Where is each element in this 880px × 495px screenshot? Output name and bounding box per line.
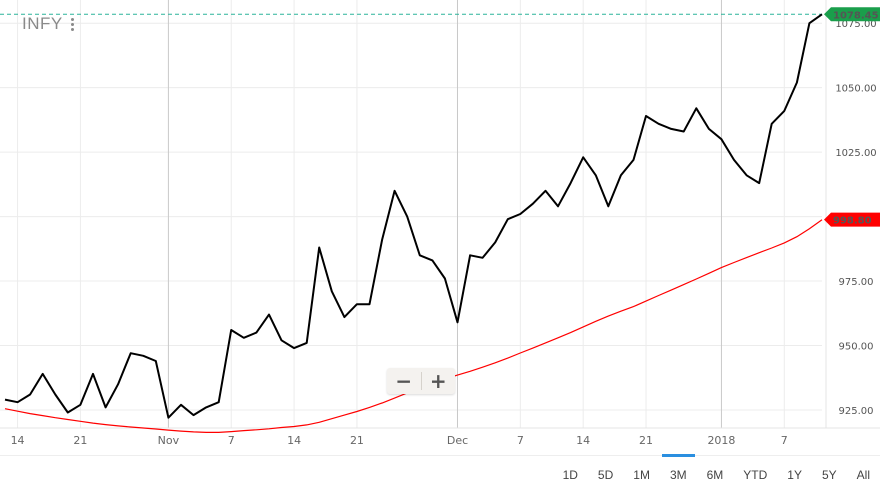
range-tab-1d[interactable]: 1D	[562, 468, 578, 482]
y-tick-label: 925.00	[839, 406, 874, 417]
y-tick-label: 975.00	[839, 277, 874, 288]
range-tab-5y[interactable]: 5Y	[821, 468, 837, 482]
x-tick-label: 21	[639, 434, 653, 447]
badge-shape	[824, 7, 880, 22]
moving-average-line	[4, 219, 823, 433]
range-tab-1m[interactable]: 1M	[633, 468, 650, 482]
y-tick-label: 1025.00	[835, 148, 876, 159]
range-tab-5d[interactable]: 5D	[597, 468, 614, 482]
price-line[interactable]	[4, 13, 823, 419]
y-tick-label: 1075.00	[835, 19, 876, 30]
y-tick-label: 1050.00	[835, 84, 876, 95]
y-tick-label: 950.00	[839, 341, 874, 352]
range-tabs: 1D 5D 1M 3M 6M YTD 1Y 5Y All	[553, 454, 880, 494]
x-tick-label: Nov	[158, 434, 180, 447]
range-tab-6m[interactable]: 6M	[706, 468, 724, 482]
x-tick-label: 21	[350, 434, 364, 447]
x-tick-label: 21	[73, 434, 87, 447]
range-tab-1y[interactable]: 1Y	[787, 468, 802, 482]
last-value-badge: 1078.45	[824, 7, 880, 21]
x-tick-label: 14	[576, 434, 590, 447]
last-value-label: 1078.45	[833, 10, 879, 21]
range-tab-3m[interactable]: 3M	[660, 454, 697, 494]
x-tick-label: Dec	[447, 434, 468, 447]
more-options-icon[interactable]	[70, 17, 74, 31]
range-tab-ytd[interactable]: YTD	[743, 468, 768, 482]
zoom-out-button[interactable]: −	[395, 369, 413, 393]
x-axis: 14 21 Nov 7 14 21 Dec 7 14 21 2018 7	[11, 434, 788, 447]
grid	[0, 0, 880, 429]
x-tick-label: 7	[781, 434, 788, 447]
x-tick-label: 2018	[707, 434, 735, 447]
badge-shape	[824, 212, 880, 227]
chart-title: INFY	[22, 14, 74, 34]
zoom-divider	[420, 372, 422, 390]
x-tick-label: 14	[11, 434, 25, 447]
x-tick-label: 7	[517, 434, 524, 447]
range-bar: 1D 5D 1M 3M 6M YTD 1Y 5Y All	[0, 454, 880, 495]
x-tick-label: 14	[287, 434, 301, 447]
avg-value-label: 998.80	[833, 216, 872, 227]
zoom-control: − +	[387, 368, 455, 394]
range-tab-all[interactable]: All	[856, 468, 870, 482]
avg-value-badge: 998.80	[824, 212, 880, 227]
symbol-label: INFY	[22, 14, 63, 33]
zoom-in-button[interactable]: +	[429, 369, 447, 393]
x-tick-label: 7	[228, 434, 235, 447]
